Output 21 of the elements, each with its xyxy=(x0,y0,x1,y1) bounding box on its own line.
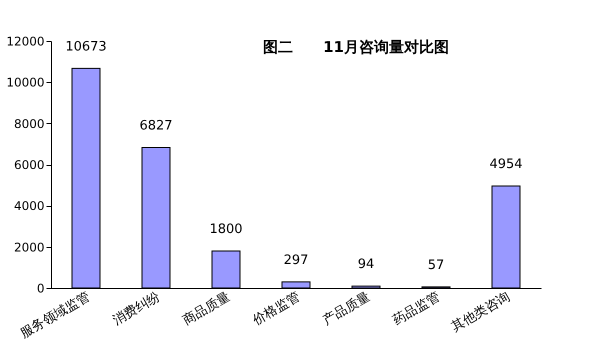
data-label: 297 xyxy=(284,252,308,268)
x-tick-label: 药品监管 xyxy=(390,290,443,329)
y-tick-label: 2000 xyxy=(14,240,44,254)
x-tick-label: 消费纠纷 xyxy=(110,290,163,329)
x-tick-label: 产品质量 xyxy=(320,290,373,329)
x-tick-label: 价格监管 xyxy=(250,290,303,330)
data-label: 1800 xyxy=(209,222,243,237)
y-tick-label: 0 xyxy=(36,282,44,296)
y-tick-label: 6000 xyxy=(14,158,44,172)
data-label: 94 xyxy=(358,257,374,272)
y-tick-label: 12000 xyxy=(6,34,44,48)
x-tick-label: 商品质量 xyxy=(180,290,233,329)
x-tick-label: 其他类咨询 xyxy=(449,290,513,336)
data-label: 4954 xyxy=(489,157,523,172)
y-tick-label: 4000 xyxy=(14,199,44,214)
data-label: 10673 xyxy=(65,39,107,54)
chart-title: 图二 11月咨询量对比图 xyxy=(263,38,449,56)
y-tick-label: 10000 xyxy=(6,76,44,90)
data-label: 6827 xyxy=(139,118,173,134)
data-label: 57 xyxy=(428,258,444,273)
y-tick-label: 8000 xyxy=(14,116,44,131)
